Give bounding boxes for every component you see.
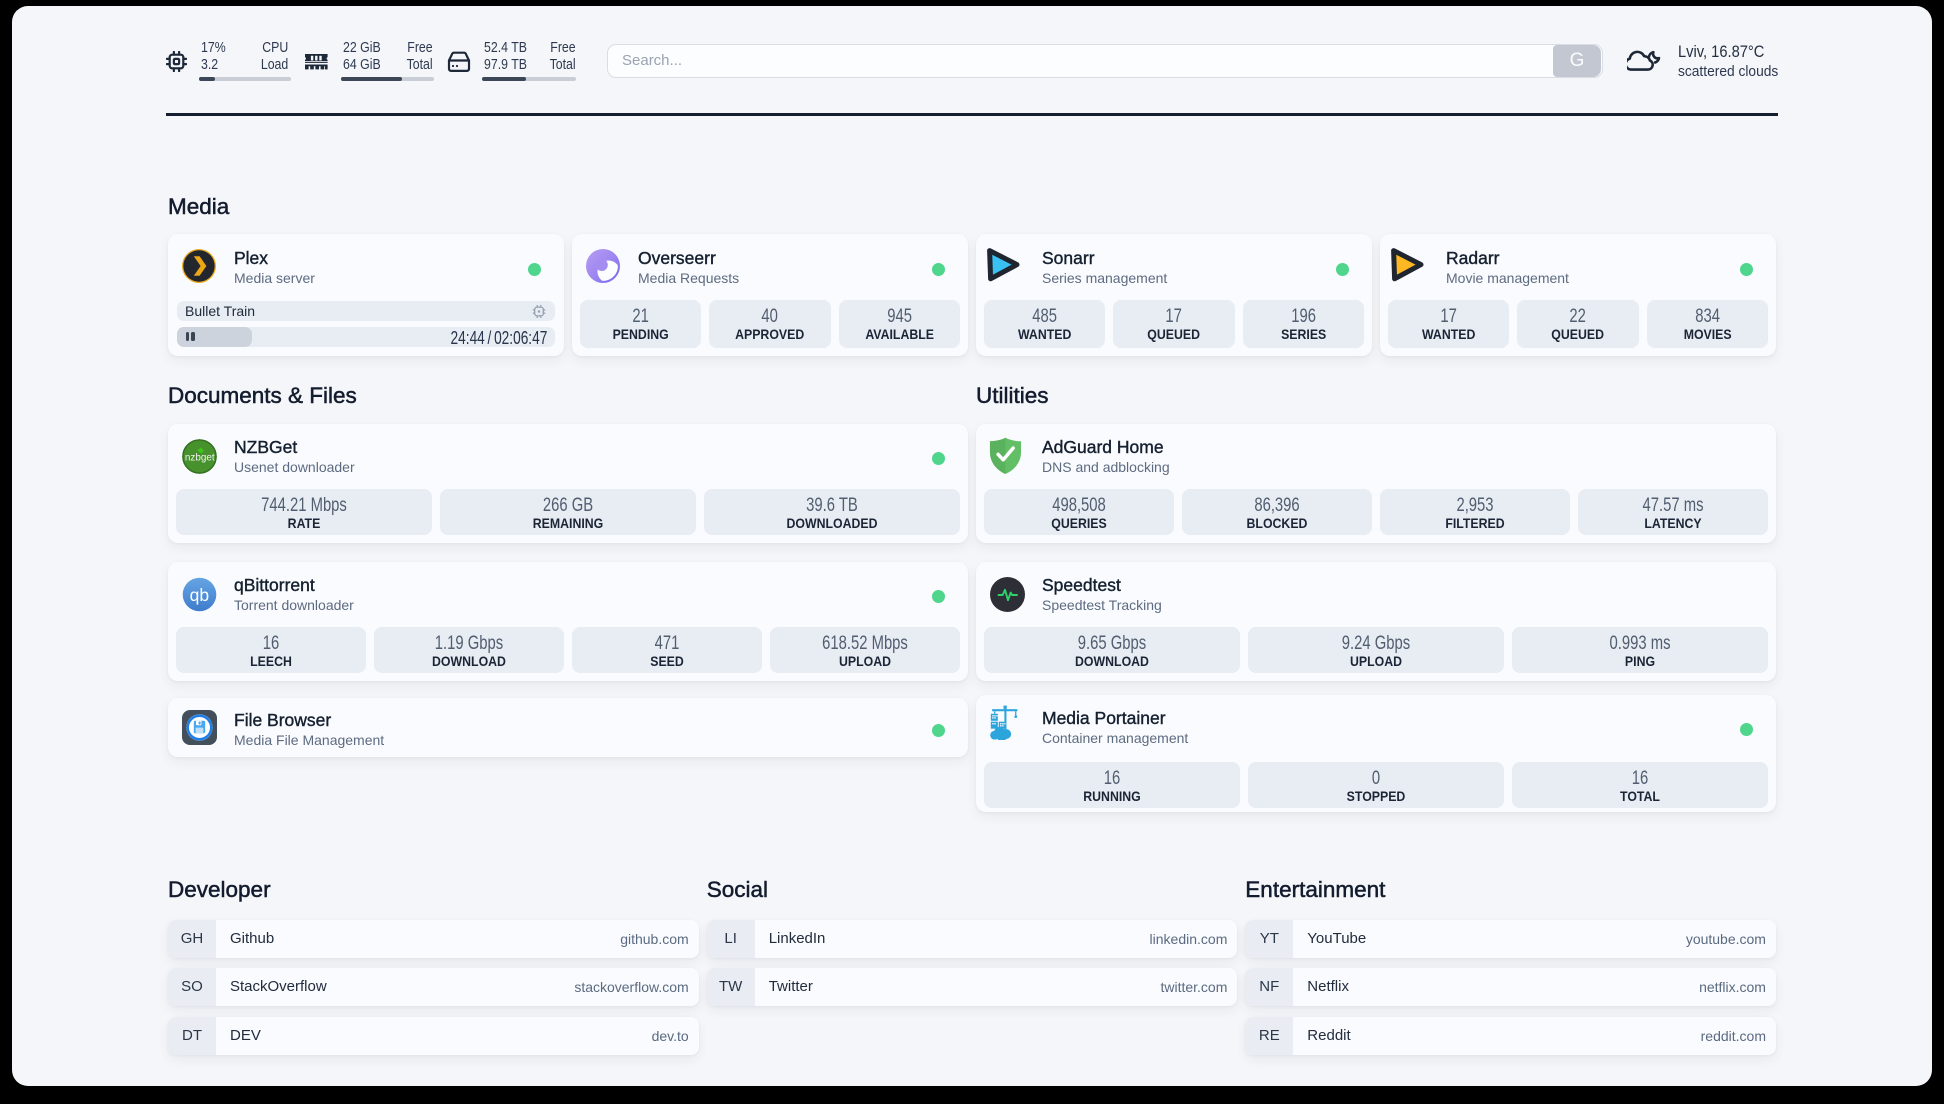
- svg-text:qb: qb: [190, 585, 209, 605]
- svg-text:nzbget: nzbget: [185, 452, 215, 463]
